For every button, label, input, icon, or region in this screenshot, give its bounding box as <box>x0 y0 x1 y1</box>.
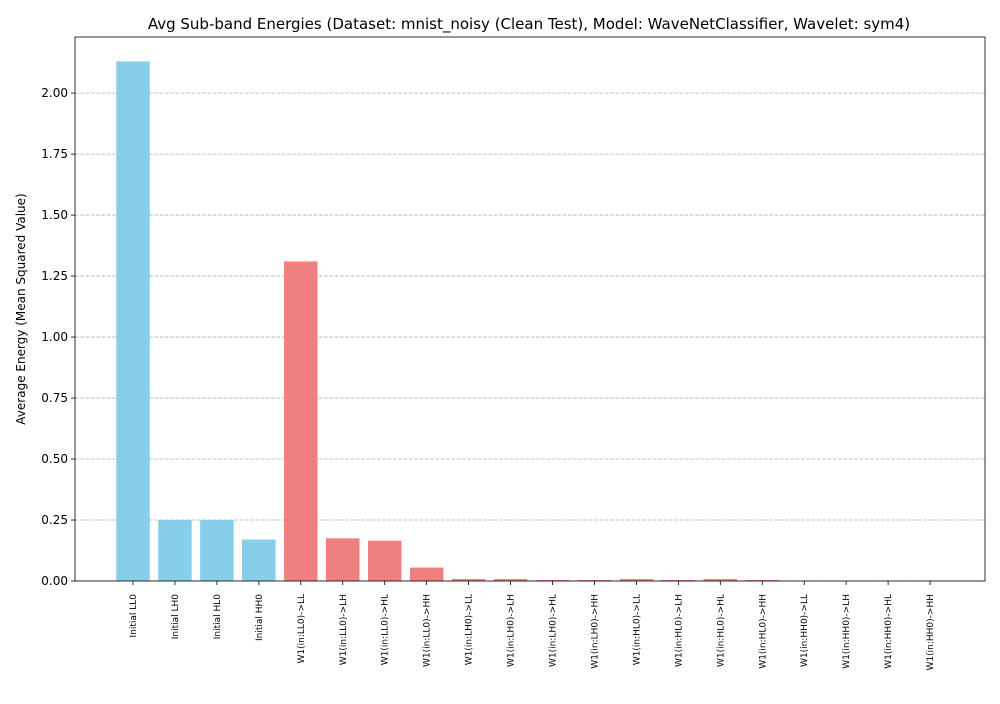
y-tick-label: 1.75 <box>41 147 68 161</box>
axes-frame <box>74 36 986 582</box>
y-tick-label: 1.25 <box>41 269 68 283</box>
bar <box>284 261 318 581</box>
x-tick-label: Initial LL0 <box>129 594 139 638</box>
x-tick-label: W1(in:HH0)->HL <box>884 594 894 669</box>
y-axis-ticks: 0.00 0.25 0.50 0.75 1.00 1.25 1.50 1.75 2.00 <box>41 86 75 588</box>
x-tick-label: W1(in:LH0)->LL <box>465 594 475 665</box>
x-tick-label: W1(in:HL0)->HL <box>716 594 726 667</box>
bars <box>116 61 779 582</box>
x-tick-label: Initial HH0 <box>255 594 265 641</box>
y-axis-label: Average Energy (Mean Squared Value) <box>14 193 28 424</box>
y-tick-label: 0.50 <box>41 452 68 466</box>
bar <box>409 567 444 581</box>
x-tick-label: W1(in:LL0)->LL <box>297 594 307 663</box>
y-tick-label: 0.00 <box>41 574 68 588</box>
x-tick-label: W1(in:LL0)->LH <box>339 594 349 665</box>
bar <box>493 579 528 581</box>
bar <box>116 61 150 582</box>
bar <box>661 580 696 581</box>
bar <box>451 579 486 581</box>
bar <box>200 520 234 581</box>
x-tick-label: W1(in:HL0)->HH <box>758 594 768 669</box>
x-tick-label: Initial LH0 <box>171 594 181 640</box>
bar <box>703 579 738 581</box>
x-tick-label: W1(in:LH0)->HL <box>549 594 559 667</box>
chart-title: Avg Sub-band Energies (Dataset: mnist_no… <box>148 15 910 34</box>
bar <box>326 538 360 581</box>
x-tick-label: W1(in:LL0)->HH <box>423 594 433 667</box>
x-tick-label: W1(in:HH0)->LL <box>800 594 810 667</box>
bar <box>367 540 402 581</box>
x-tick-label: Initial HL0 <box>213 594 223 640</box>
bar <box>619 579 654 581</box>
x-tick-label: W1(in:LH0)->LH <box>507 594 517 667</box>
x-tick-label: W1(in:HH0)->HH <box>926 594 936 670</box>
bar <box>745 580 779 581</box>
y-tick-label: 2.00 <box>41 86 68 100</box>
bar <box>577 580 612 581</box>
x-tick-label: W1(in:HH0)->LH <box>842 594 852 669</box>
y-tick-label: 0.25 <box>41 513 68 527</box>
x-tick-label: W1(in:HL0)->LH <box>674 594 684 667</box>
bar <box>242 539 276 581</box>
x-tick-label: W1(in:LL0)->HL <box>381 594 391 665</box>
bar <box>158 520 192 581</box>
y-tick-label: 1.00 <box>41 330 68 344</box>
bar <box>535 580 570 581</box>
y-tick-label: 0.75 <box>41 391 68 405</box>
x-tick-label: W1(in:LH0)->HH <box>590 594 600 669</box>
x-tick-label: W1(in:HL0)->LL <box>632 594 642 665</box>
y-tick-label: 1.50 <box>41 208 68 222</box>
grid-lines <box>75 92 985 582</box>
x-axis-ticks: Initial LL0 Initial LH0 Initial HL0 Initial… <box>129 581 936 670</box>
